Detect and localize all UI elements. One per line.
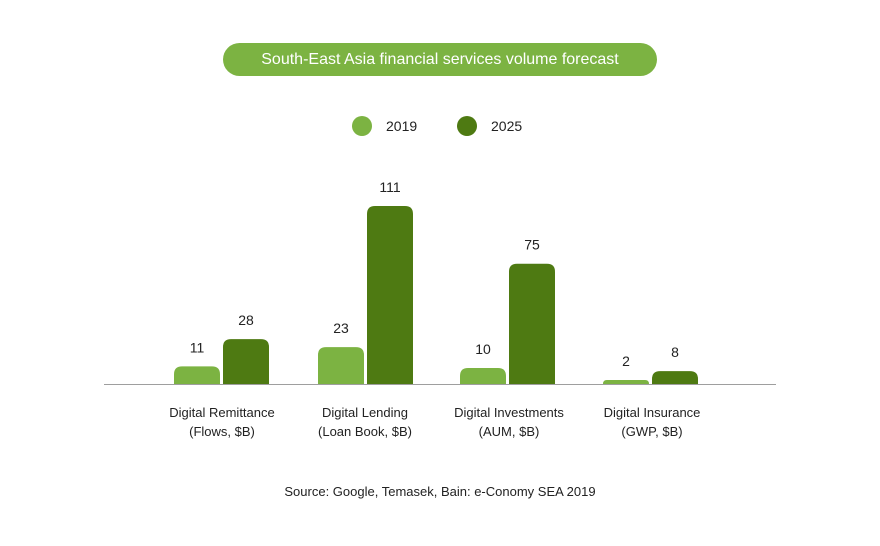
value-label-1-2025: 111 — [379, 179, 400, 195]
value-label-1-2019: 23 — [333, 320, 349, 336]
category-label-1-line-0: Digital Lending — [322, 405, 408, 420]
category-label-3-line-1: (GWP, $B) — [621, 424, 682, 439]
bar-3-2025 — [652, 371, 698, 384]
bar-1-2025 — [367, 206, 413, 384]
value-label-2-2025: 75 — [524, 237, 540, 253]
value-label-3-2019: 2 — [622, 353, 630, 369]
legend: 2019 2025 — [352, 116, 522, 136]
category-label-1-line-1: (Loan Book, $B) — [318, 424, 412, 439]
bar-0-2019 — [174, 366, 220, 384]
legend-swatch-2025 — [457, 116, 477, 136]
bar-2-2025 — [509, 263, 555, 384]
value-label-0-2019: 11 — [190, 339, 205, 355]
category-label-3-line-0: Digital Insurance — [604, 405, 701, 420]
category-labels: Digital Remittance (Flows, $B) Digital Len… — [169, 405, 700, 439]
value-label-2-2019: 10 — [475, 341, 491, 357]
legend-swatch-2019 — [352, 116, 372, 136]
category-label-2-line-1: (AUM, $B) — [479, 424, 540, 439]
category-label-2-line-0: Digital Investments — [454, 405, 564, 420]
category-label-0-line-1: (Flows, $B) — [189, 424, 255, 439]
category-label-0-line-0: Digital Remittance — [169, 405, 275, 420]
value-label-0-2025: 28 — [238, 312, 254, 328]
source-note: Source: Google, Temasek, Bain: e-Conomy … — [284, 484, 596, 499]
legend-label-2019: 2019 — [386, 118, 417, 134]
value-label-3-2025: 8 — [671, 344, 679, 360]
bar-2-2019 — [460, 367, 506, 384]
bar-0-2025 — [223, 339, 269, 384]
bar-3-2019 — [603, 380, 649, 384]
legend-label-2025: 2025 — [491, 118, 522, 134]
bar-1-2019 — [318, 347, 364, 384]
chart-title: South-East Asia financial services volum… — [223, 43, 657, 76]
